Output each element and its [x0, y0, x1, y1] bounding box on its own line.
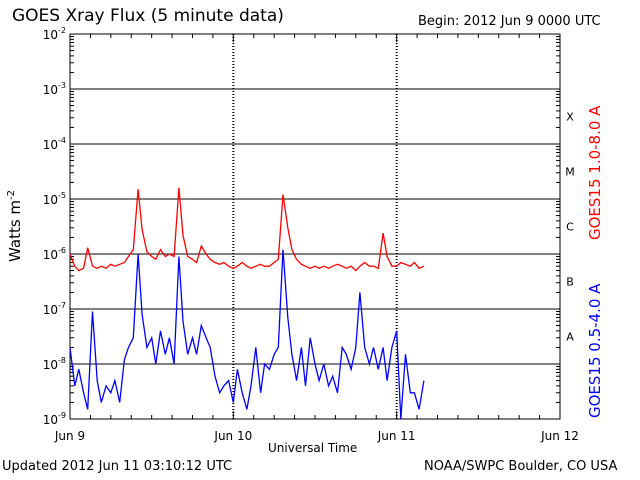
credit-label: NOAA/SWPC Boulder, CO USA	[424, 459, 618, 474]
y-tick-label: 10-6	[43, 246, 66, 262]
y-tick-label: 10-4	[43, 136, 66, 152]
x-tick-label: Jun 12	[540, 429, 579, 443]
series-line-long	[69, 187, 425, 272]
flare-class-label: C	[566, 221, 574, 234]
y-tick-label: 10-3	[43, 81, 66, 97]
y-tick-label: 10-8	[43, 356, 66, 372]
x-tick-label: Jun 11	[377, 429, 416, 443]
chart-title: GOES Xray Flux (5 minute data)	[12, 6, 284, 26]
flare-class-label: A	[566, 331, 574, 344]
flare-class-label: B	[566, 276, 574, 289]
y-tick-label: 10-9	[43, 411, 66, 427]
x-tick-label: Jun 9	[54, 429, 85, 443]
begin-time-label: Begin: 2012 Jun 9 0000 UTC	[418, 14, 601, 29]
flare-class-label: M	[565, 166, 575, 179]
updated-timestamp: Updated 2012 Jun 11 03:10:12 UTC	[2, 459, 233, 474]
y-tick-label: 10-5	[43, 191, 66, 207]
y-tick-label: 10-2	[43, 26, 66, 42]
flare-class-label: X	[566, 111, 574, 124]
x-tick-label: Jun 10	[213, 429, 252, 443]
series-line-short	[69, 249, 425, 420]
x-axis-label: Universal Time	[268, 441, 358, 455]
y-tick-label: 10-7	[43, 301, 66, 317]
